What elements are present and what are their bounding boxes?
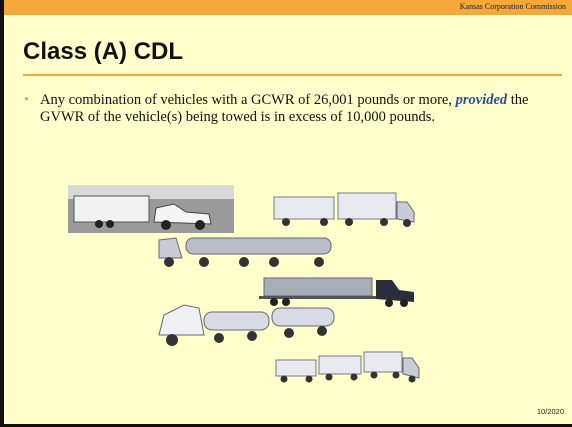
triple-trailer-truck [275,351,420,383]
container-truck [259,277,414,307]
double-tanker-truck [158,304,335,346]
tanker-truck [158,237,332,267]
bullet-emphasis: provided [455,92,508,108]
slide-title: Class (A) CDL [23,38,184,65]
bullet-text: Any combination of vehicles with a GCWR … [40,92,456,108]
vehicle-pictures [68,185,420,383]
bullet-dot: • [24,92,30,108]
footer-date: 10/2020 [536,407,564,416]
header-band [4,0,572,15]
trailer-photo [68,185,234,233]
title-rule [23,74,562,76]
double-trailer-truck [273,192,415,227]
organization: Kansas Corporation Commission [459,2,566,11]
bullet-text: the GVWR of the vehicle(s) being towed i… [40,92,529,125]
bullet: • Any combination of vehicles with a GCWR… [24,92,530,126]
